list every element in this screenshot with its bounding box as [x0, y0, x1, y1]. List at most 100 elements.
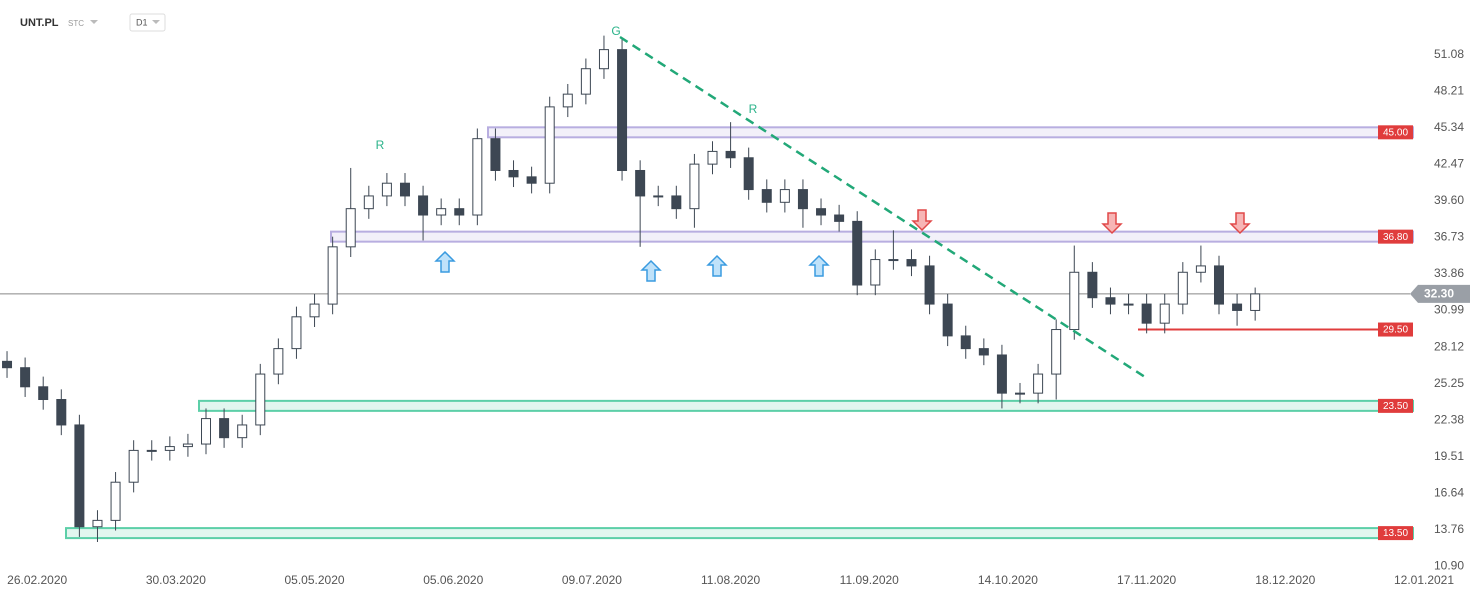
candle-body: [1195, 265, 1206, 273]
candle-body: [870, 259, 881, 286]
x-tick-label: 12.01.2021: [1394, 573, 1454, 587]
level-label: 29.50: [1383, 325, 1408, 336]
candle-body: [1087, 271, 1098, 299]
level-label: 13.50: [1383, 528, 1408, 539]
candle-body: [273, 348, 284, 375]
candle-body: [598, 49, 609, 70]
candle-body: [924, 265, 935, 305]
source[interactable]: STC: [68, 19, 84, 28]
candle-body: [996, 354, 1007, 394]
candle-body: [472, 138, 483, 216]
candle-body: [56, 399, 67, 426]
down-arrow: [1229, 212, 1251, 235]
candle-body: [671, 195, 682, 210]
candle-body: [1051, 329, 1062, 375]
candle-body: [146, 449, 157, 452]
candle-body: [237, 424, 248, 439]
candle-body: [490, 138, 501, 171]
x-tick-label: 18.12.2020: [1255, 573, 1315, 587]
candle-body: [1105, 297, 1116, 305]
level-label: 45.00: [1383, 127, 1408, 138]
candle-body: [345, 208, 356, 248]
candle-body: [797, 189, 808, 210]
level-label-box: [1378, 125, 1413, 140]
candle-body: [291, 316, 302, 350]
candle-body: [852, 220, 863, 286]
level-label-box: [1378, 526, 1413, 541]
candle-body: [363, 195, 374, 210]
y-tick-label: 33.86: [1434, 266, 1464, 280]
last-price-box: [1410, 284, 1470, 303]
y-tick-label: 13.76: [1434, 522, 1464, 536]
candle-body: [38, 386, 49, 401]
candle-body: [182, 443, 193, 448]
y-tick-label: 28.12: [1434, 339, 1464, 353]
last-price-label: 32.30: [1424, 287, 1454, 301]
candle-body: [1177, 271, 1188, 305]
x-tick-label: 30.03.2020: [146, 573, 206, 587]
candle-body: [164, 446, 175, 451]
candle-body: [418, 195, 429, 216]
candle-body: [1213, 265, 1224, 305]
annotation: G: [611, 24, 620, 38]
symbol: UNT.PL: [20, 17, 59, 29]
candle-body: [978, 348, 989, 356]
down-arrow: [911, 209, 933, 232]
candle-body: [1033, 373, 1044, 394]
x-tick-label: 05.05.2020: [285, 573, 345, 587]
up-arrow: [640, 259, 662, 282]
y-tick-label: 25.25: [1434, 376, 1464, 390]
y-tick-label: 45.34: [1434, 120, 1464, 134]
candle-body: [1015, 392, 1026, 395]
candle-body: [92, 519, 103, 528]
x-tick-label: 11.08.2020: [701, 573, 760, 587]
candle-body: [128, 449, 139, 483]
candle-body: [725, 150, 736, 159]
x-tick-label: 14.10.2020: [978, 573, 1038, 587]
y-tick-label: 30.99: [1434, 303, 1464, 317]
candle-body: [20, 367, 31, 388]
dropdown-caret: [90, 20, 98, 24]
candle-body: [707, 150, 718, 165]
annotation: R: [749, 102, 758, 116]
candle-body: [526, 176, 537, 184]
interval: D1: [136, 17, 148, 27]
candle-body: [653, 195, 664, 198]
interval-selector[interactable]: [129, 13, 166, 32]
candle-body: [761, 189, 772, 203]
y-tick-label: 39.60: [1434, 193, 1464, 207]
candle-body: [74, 424, 85, 528]
level-zone: [198, 399, 1414, 412]
candle-body: [110, 481, 121, 521]
up-arrow: [808, 254, 830, 277]
candle-body: [436, 208, 447, 216]
candle-body: [327, 246, 338, 305]
candle-body: [201, 418, 212, 445]
candle-body: [635, 169, 646, 197]
y-tick-label: 48.21: [1434, 84, 1464, 98]
candle-body: [255, 373, 266, 426]
candle-body: [544, 106, 555, 184]
candle-body: [816, 208, 827, 216]
down-arrow: [1101, 212, 1123, 235]
candle-body: [1159, 303, 1170, 324]
candle-body: [743, 157, 754, 191]
candle-body: [399, 182, 410, 197]
y-tick-label: 51.08: [1434, 47, 1464, 61]
candle-body: [219, 418, 230, 439]
y-tick-label: 10.90: [1434, 558, 1464, 572]
candle-body: [779, 189, 790, 203]
y-tick-label: 22.38: [1434, 412, 1464, 426]
up-arrow: [706, 254, 728, 277]
level-label-box: [1378, 229, 1413, 244]
candle-body: [1141, 303, 1152, 324]
dropdown-caret: [152, 20, 160, 24]
candle-body: [834, 214, 845, 222]
candle-body: [454, 208, 465, 216]
x-tick-label: 11.09.2020: [840, 573, 899, 587]
level-label: 36.80: [1383, 232, 1408, 243]
x-tick-label: 26.02.2020: [7, 573, 67, 587]
candle-body: [960, 335, 971, 350]
x-tick-label: 17.11.2020: [1117, 573, 1176, 587]
